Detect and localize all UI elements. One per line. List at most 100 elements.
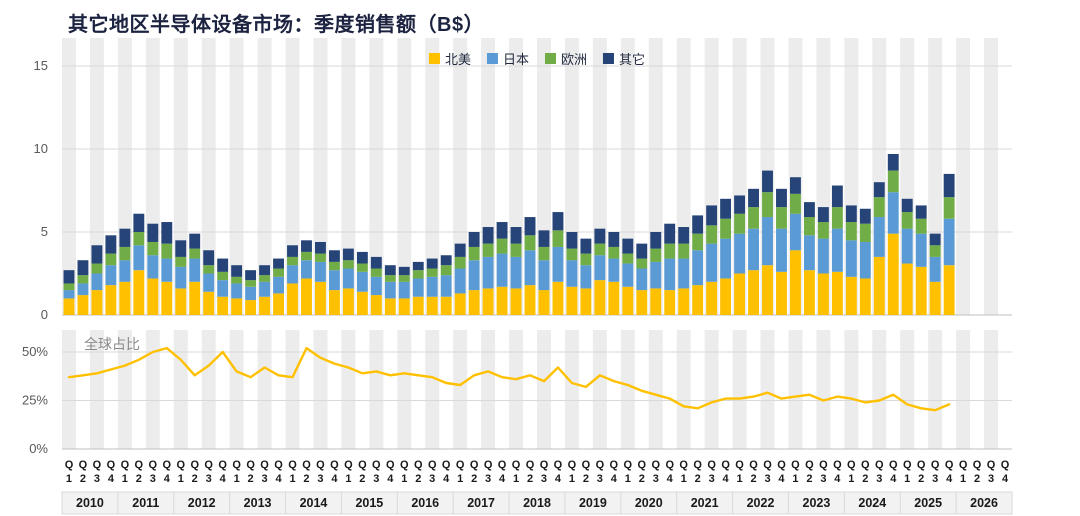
bar-segment-欧洲 [77, 275, 89, 284]
x-quarter-prefix: Q [414, 459, 423, 471]
x-quarter-number: 4 [890, 473, 897, 485]
bar-segment-北美 [734, 273, 746, 315]
bar-segment-北美 [315, 281, 326, 315]
plot-stripe [229, 38, 244, 315]
bar-segment-北美 [342, 288, 354, 315]
bar-segment-北美 [203, 291, 215, 315]
x-quarter-number: 3 [429, 473, 435, 485]
plot-stripe [397, 38, 412, 315]
bar-segment-北美 [873, 256, 885, 315]
x-quarter-prefix: Q [330, 459, 339, 471]
bar-segment-其它 [845, 205, 857, 223]
bar-segment-其它 [468, 232, 480, 247]
x-quarter-prefix: Q [624, 459, 633, 471]
x-quarter-prefix: Q [735, 459, 744, 471]
bar-segment-日本 [831, 228, 843, 272]
bar-segment-北美 [412, 296, 424, 315]
bar-segment-其它 [91, 245, 103, 264]
bar-segment-欧洲 [496, 238, 508, 254]
bar-segment-欧洲 [566, 248, 578, 261]
plot-stripe [592, 330, 607, 449]
bar-segment-欧洲 [664, 243, 676, 259]
x-quarter-prefix: Q [93, 459, 102, 471]
bar-segment-其它 [776, 188, 787, 208]
legend-swatch-icon [486, 53, 498, 64]
legend-item-日本: 日本 [486, 49, 529, 68]
bar-segment-北美 [943, 265, 955, 315]
x-quarter-number: 3 [709, 473, 715, 485]
x-quarter-prefix: Q [316, 459, 325, 471]
bar-segment-欧洲 [678, 243, 690, 259]
bar-segment-其它 [692, 215, 704, 234]
x-quarter-number: 4 [331, 473, 338, 485]
year-label: 2019 [579, 496, 607, 510]
bar-segment-欧洲 [440, 265, 452, 276]
bar-segment-日本 [342, 268, 354, 289]
year-label: 2020 [635, 496, 663, 510]
bar-segment-其它 [622, 238, 634, 254]
x-quarter-prefix: Q [400, 459, 409, 471]
bar-segment-其它 [245, 270, 257, 281]
x-quarter-number: 4 [499, 473, 506, 485]
bar-segment-欧洲 [287, 256, 298, 266]
x-quarter-number: 2 [471, 473, 477, 485]
plot-stripe [900, 330, 915, 449]
bar-segment-欧洲 [189, 248, 201, 259]
x-quarter-prefix: Q [582, 459, 591, 471]
year-label: 2015 [355, 496, 383, 510]
year-label: 2014 [300, 496, 328, 510]
bar-segment-北美 [468, 290, 480, 315]
bar-segment-日本 [133, 245, 145, 271]
bar-segment-欧洲 [762, 192, 773, 218]
y-tick-label: 0% [29, 441, 48, 456]
bar-segment-其它 [650, 232, 662, 249]
x-quarter-prefix: Q [610, 459, 619, 471]
plot-stripe [732, 330, 747, 449]
bar-segment-欧洲 [845, 222, 857, 241]
legend-label: 欧洲 [561, 52, 588, 67]
x-quarter-prefix: Q [190, 459, 199, 471]
bar-segment-日本 [566, 260, 578, 287]
bar-segment-北美 [650, 288, 662, 315]
x-quarter-number: 2 [639, 473, 645, 485]
plot-stripe [956, 38, 971, 315]
bar-segment-欧洲 [901, 212, 913, 229]
x-quarter-number: 2 [415, 473, 421, 485]
bar-segment-其它 [678, 227, 690, 244]
x-quarter-prefix: Q [679, 459, 688, 471]
bar-segment-日本 [817, 238, 829, 274]
bar-segment-北美 [748, 270, 759, 315]
bar-segment-北美 [63, 298, 75, 315]
bar-segment-日本 [356, 271, 368, 292]
bar-segment-其它 [873, 182, 885, 198]
bar-segment-欧洲 [398, 275, 410, 282]
bar-segment-日本 [426, 276, 438, 297]
x-quarter-prefix: Q [973, 459, 982, 471]
bar-segment-日本 [790, 213, 801, 251]
bar-segment-其它 [287, 245, 298, 257]
plot-stripe [425, 38, 440, 315]
bar-segment-北美 [301, 278, 312, 315]
bar-segment-欧洲 [915, 218, 927, 234]
plot-stripe [62, 330, 76, 449]
x-quarter-prefix: Q [651, 459, 660, 471]
bar-segment-北美 [133, 270, 145, 315]
x-quarter-number: 2 [974, 473, 980, 485]
x-quarter-prefix: Q [693, 459, 702, 471]
x-quarter-prefix: Q [121, 459, 130, 471]
bar-segment-其它 [706, 205, 718, 226]
bar-segment-欧洲 [720, 218, 732, 239]
x-quarter-number: 2 [750, 473, 756, 485]
x-quarter-number: 1 [345, 473, 351, 485]
bar-segment-日本 [845, 240, 857, 277]
x-quarter-prefix: Q [344, 459, 353, 471]
year-label: 2023 [803, 496, 831, 510]
bar-segment-欧洲 [245, 280, 257, 287]
bar-segment-北美 [273, 293, 284, 315]
plot-stripe [481, 330, 496, 449]
plot-stripe [844, 330, 859, 449]
bar-segment-日本 [748, 228, 759, 271]
bar-segment-日本 [538, 260, 550, 291]
x-quarter-number: 1 [848, 473, 854, 485]
x-quarter-number: 3 [150, 473, 156, 485]
